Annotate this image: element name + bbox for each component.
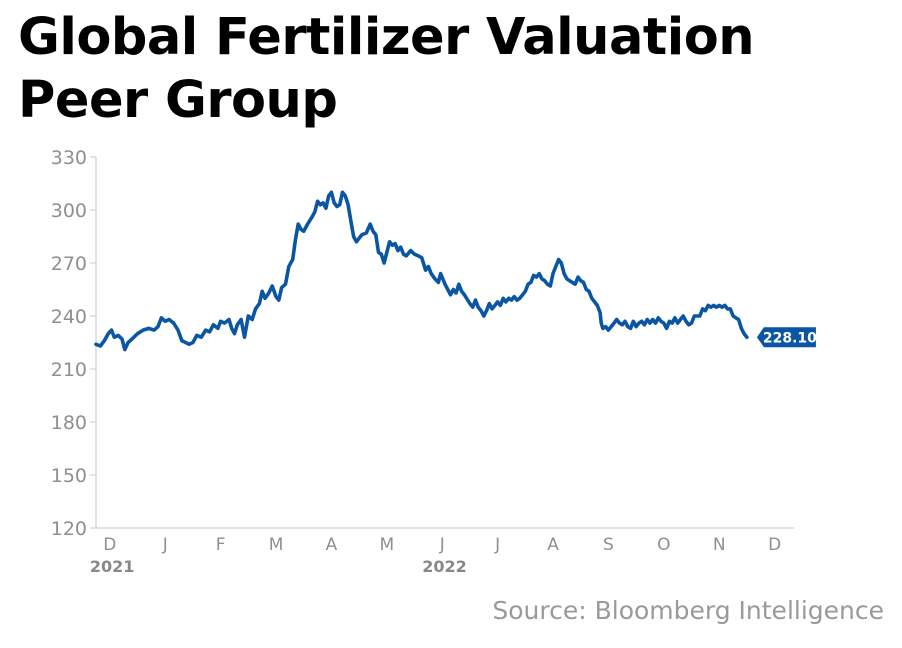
y-tick-label: 180 <box>51 412 87 434</box>
last-value-tag <box>756 327 816 348</box>
x-tick-label: F <box>216 535 226 555</box>
x-year-label: 2022 <box>422 557 467 576</box>
series-line <box>94 190 749 352</box>
y-tick-label: 210 <box>51 359 87 381</box>
x-tick-label: J <box>439 535 445 555</box>
y-tick-label: 330 <box>51 147 87 169</box>
y-tick-label: 120 <box>51 518 87 540</box>
y-tick-label: 270 <box>51 253 87 275</box>
chart-title-line-1: Global Fertilizer Valuation <box>18 8 755 67</box>
x-tick-label: D <box>103 535 116 555</box>
y-axis: 120 150 180 210 240 270 300 330 <box>51 147 97 540</box>
last-value-text: 228.10 <box>763 331 817 347</box>
y-tick-label: 150 <box>51 465 87 487</box>
x-tick-label: O <box>657 535 670 555</box>
x-tick-label: A <box>326 535 338 555</box>
x-axis: D 2021 J F M A M J 2022 J A S O N D <box>90 527 794 576</box>
y-tick-label: 300 <box>51 200 87 222</box>
x-tick-label: D <box>768 535 781 555</box>
series-group <box>94 190 749 352</box>
chart-title: Global Fertilizer Valuation Peer Group <box>18 6 878 132</box>
x-tick-label: M <box>379 535 394 555</box>
x-tick-label: S <box>603 535 614 555</box>
chart-title-line-2: Peer Group <box>18 71 338 130</box>
x-tick-label: M <box>269 535 284 555</box>
y-tick-label: 240 <box>51 306 87 328</box>
x-tick-label: J <box>494 535 500 555</box>
last-value-label: 228.10 <box>756 327 817 348</box>
x-year-label: 2021 <box>90 557 135 576</box>
x-tick-label: A <box>547 535 559 555</box>
source-note: Source: Bloomberg Intelligence <box>492 596 884 625</box>
x-tick-label: N <box>713 535 726 555</box>
x-tick-label: J <box>162 535 168 555</box>
